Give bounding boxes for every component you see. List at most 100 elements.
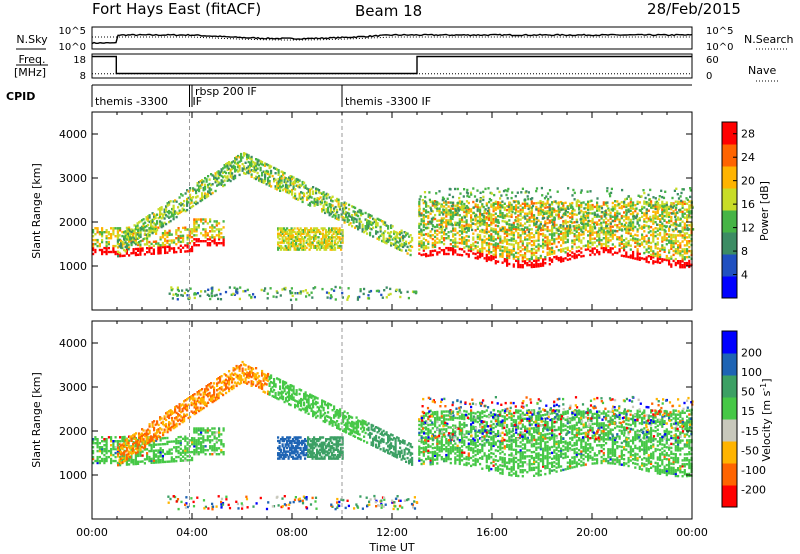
data-cell [552, 207, 555, 210]
data-cell [476, 233, 479, 236]
data-cell [369, 214, 372, 217]
data-cell [490, 192, 493, 195]
data-cell [198, 185, 201, 188]
data-cell [530, 206, 533, 209]
data-cell [176, 294, 179, 297]
data-cell [309, 191, 312, 194]
data-cell [672, 233, 675, 237]
data-cell [568, 229, 571, 232]
data-cell [636, 240, 639, 243]
data-cell [237, 163, 240, 167]
data-cell [560, 238, 563, 241]
data-cell [173, 249, 176, 252]
data-cell [564, 201, 567, 204]
data-cell [112, 444, 115, 447]
data-cell [204, 218, 207, 221]
data-cell [157, 455, 160, 458]
data-cell [625, 231, 628, 234]
data-cell [485, 243, 488, 247]
data-cell [427, 232, 430, 236]
data-cell [163, 217, 166, 220]
data-cell [564, 235, 567, 238]
data-cell [130, 241, 133, 244]
data-cell [476, 189, 479, 192]
data-cell [293, 230, 296, 234]
data-cell [112, 453, 115, 457]
data-cell [107, 240, 110, 244]
data-cell [625, 213, 628, 217]
data-cell [403, 235, 406, 238]
data-cell [661, 258, 664, 261]
data-cell [136, 224, 139, 227]
data-cell [524, 254, 527, 257]
data-cell [179, 459, 182, 462]
data-cell [440, 223, 443, 226]
data-cell [638, 242, 641, 246]
data-cell [275, 290, 278, 293]
data-cell [375, 223, 378, 226]
data-cell [492, 208, 495, 211]
data-cell [228, 172, 231, 175]
data-cell [105, 444, 108, 447]
data-cell [215, 244, 218, 247]
data-cell [134, 237, 137, 241]
data-cell [116, 461, 119, 465]
data-cell [542, 238, 545, 241]
data-cell [641, 241, 644, 244]
data-cell [123, 235, 126, 238]
data-cell [643, 245, 646, 249]
data-cell [314, 236, 317, 239]
data-cell [332, 236, 335, 239]
data-cell [287, 234, 290, 237]
data-cell [645, 214, 648, 218]
data-cell [218, 431, 221, 434]
data-cell [445, 209, 448, 212]
data-cell [500, 204, 503, 208]
data-cell [508, 239, 511, 242]
data-cell [526, 244, 529, 247]
data-cell [160, 225, 163, 229]
data-cell [506, 256, 509, 259]
data-cell [213, 447, 216, 450]
data-cell [314, 232, 317, 235]
data-cell [456, 201, 460, 205]
data-cell [560, 236, 563, 239]
data-cell [286, 180, 289, 183]
data-cell [600, 226, 603, 230]
data-cell [578, 249, 581, 253]
data-cell [229, 173, 232, 176]
data-cell [650, 247, 653, 251]
data-cell [641, 211, 644, 215]
data-cell [246, 158, 249, 161]
data-cell [609, 235, 612, 238]
data-cell [611, 253, 614, 256]
data-cell [170, 286, 173, 289]
data-cell [487, 206, 490, 210]
data-cell [161, 234, 164, 237]
data-cell [546, 227, 549, 231]
data-cell [112, 229, 115, 232]
data-cell [636, 244, 639, 247]
data-cell [490, 239, 493, 242]
data-cell [170, 452, 173, 455]
data-cell [638, 238, 641, 242]
data-cell [596, 223, 599, 226]
data-cell [551, 238, 554, 242]
data-cell [162, 213, 165, 217]
data-cell [656, 247, 659, 250]
data-cell [526, 202, 529, 205]
data-cell [145, 229, 148, 232]
data-cell [207, 190, 210, 193]
data-cell [609, 251, 612, 254]
data-cell [98, 233, 101, 236]
data-cell [596, 203, 599, 206]
data-cell [623, 200, 626, 204]
data-cell [116, 444, 119, 447]
data-cell [436, 241, 439, 244]
data-cell [280, 241, 283, 244]
data-cell [661, 226, 664, 229]
data-cell [315, 202, 318, 206]
data-cell [510, 231, 513, 234]
data-cell [177, 246, 180, 250]
data-cell [177, 240, 180, 244]
